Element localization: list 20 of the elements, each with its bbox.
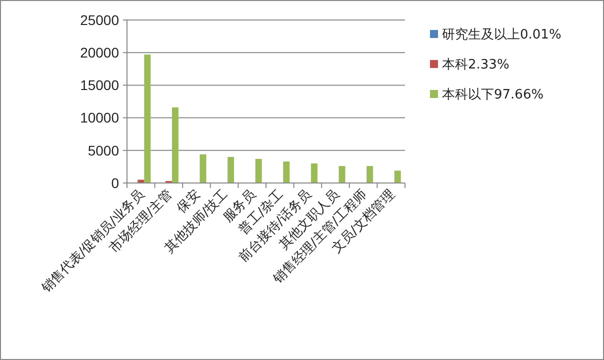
bar bbox=[138, 180, 144, 183]
bar bbox=[366, 166, 374, 183]
bar bbox=[310, 163, 318, 183]
bar bbox=[283, 161, 290, 183]
bar bbox=[172, 107, 178, 183]
legend-label: 本科以下97.66% bbox=[442, 88, 544, 103]
bar bbox=[338, 166, 346, 183]
y-tick-label: 10000 bbox=[80, 110, 120, 126]
bar bbox=[144, 54, 151, 183]
legend-label: 本科2.33% bbox=[442, 58, 510, 73]
y-tick-label: 0 bbox=[111, 174, 120, 191]
bar bbox=[255, 158, 262, 183]
legend-label: 研究生及以上0.01% bbox=[442, 28, 562, 43]
y-tick-label: 25000 bbox=[80, 12, 120, 28]
bar bbox=[228, 156, 234, 183]
y-tick-label: 5000 bbox=[88, 142, 120, 158]
bar bbox=[200, 154, 206, 183]
y-tick-label: 15000 bbox=[80, 77, 120, 94]
y-tick-label: 20000 bbox=[80, 44, 120, 60]
bar bbox=[394, 170, 401, 183]
